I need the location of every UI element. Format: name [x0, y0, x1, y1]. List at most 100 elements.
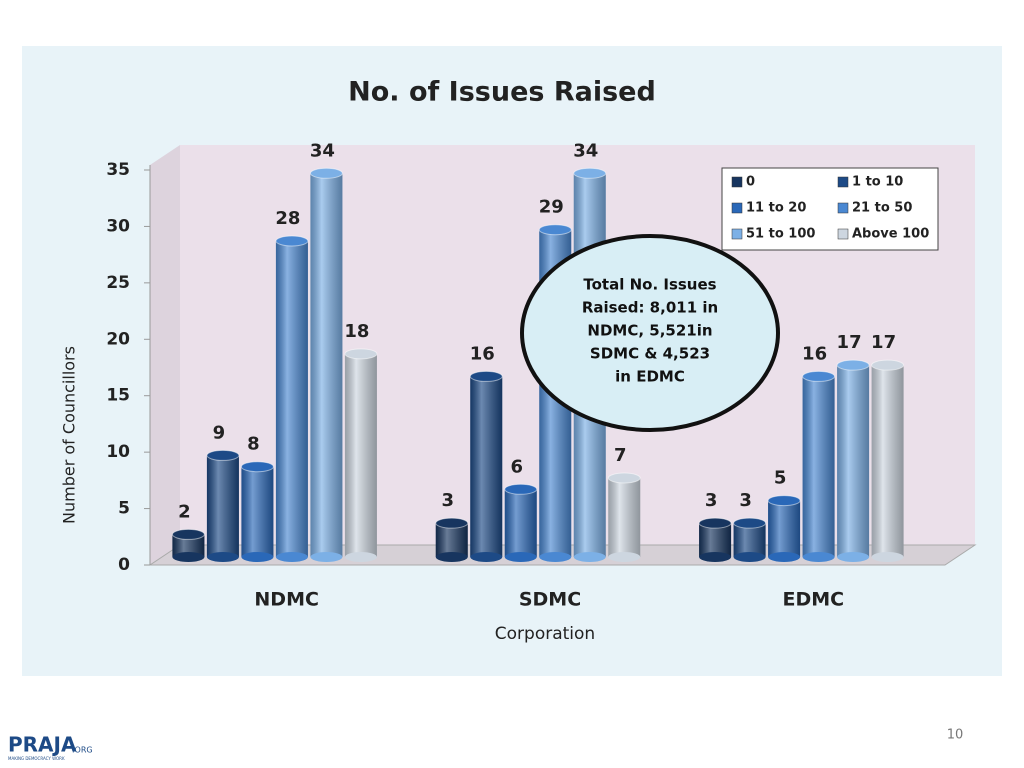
bar-base [241, 552, 274, 562]
y-tick-label: 15 [106, 386, 130, 406]
value-label: 17 [871, 332, 896, 353]
bar-top [573, 167, 607, 179]
annotation-text: in EDMC [615, 368, 685, 386]
annotation-bubble [520, 234, 780, 432]
value-label: 3 [441, 490, 454, 511]
x-axis-label: Corporation [495, 624, 595, 644]
bar-base [344, 552, 377, 562]
bar-base [733, 552, 766, 562]
value-label: 9 [213, 422, 226, 443]
value-label: 3 [739, 490, 752, 511]
page-number: 10 [947, 728, 964, 743]
legend-swatch [731, 176, 743, 188]
value-label: 17 [837, 332, 862, 353]
bar-shade [344, 353, 377, 557]
logo: PRAJA [8, 733, 77, 757]
bar-base [573, 552, 606, 562]
value-label: 2 [178, 501, 191, 522]
y-tick-label: 0 [118, 555, 130, 575]
bar-base [608, 552, 641, 562]
value-label: 28 [275, 208, 300, 229]
chart-title: No. of Issues Raised [348, 77, 656, 108]
legend-label: 0 [746, 175, 755, 190]
logo-suffix: .ORG [72, 746, 93, 755]
legend-label: 1 to 10 [852, 175, 903, 190]
bar-shade [608, 478, 641, 557]
bar-shade [275, 241, 308, 557]
logo-tagline: MAKING DEMOCRACY WORK [8, 756, 65, 761]
y-axis-label: Number of Councillors [60, 346, 79, 524]
bar-top [309, 167, 343, 179]
bar-base [837, 552, 870, 562]
bar-base [172, 552, 205, 562]
legend-swatch [837, 228, 849, 240]
bar-shade [206, 455, 239, 557]
y-tick-label: 25 [106, 273, 130, 293]
side-wall [150, 145, 180, 565]
bar-shade [733, 523, 766, 557]
bar-shade [310, 173, 343, 558]
bar-base [871, 552, 904, 562]
bar-top [469, 370, 503, 382]
x-tick-label: NDMC [254, 589, 319, 611]
bar-shade [435, 523, 468, 557]
bar-top [171, 528, 205, 540]
bar-base [206, 552, 239, 562]
bar-shade [699, 523, 732, 557]
bar-top [802, 370, 836, 382]
value-label: 6 [510, 456, 523, 477]
annotation-text: NDMC, 5,521in [587, 322, 712, 340]
legend-label: Above 100 [852, 227, 929, 242]
bar-base [768, 552, 801, 562]
value-label: 34 [310, 140, 335, 161]
value-label: 29 [539, 197, 564, 218]
value-label: 3 [705, 490, 718, 511]
bar-top [344, 348, 378, 360]
bar-base [275, 552, 308, 562]
value-label: 16 [802, 343, 827, 364]
bar-top [538, 224, 572, 236]
annotation-text: Total No. Issues [583, 276, 716, 294]
bar-shade [768, 500, 801, 557]
legend [721, 167, 939, 251]
value-label: 34 [573, 140, 598, 161]
legend-label: 11 to 20 [746, 201, 806, 216]
bar-base [504, 552, 537, 562]
bar-base [802, 552, 835, 562]
x-tick-label: EDMC [783, 589, 845, 611]
bar-top [871, 359, 905, 371]
bar-top [836, 359, 870, 371]
bar-top [504, 483, 538, 495]
bar-base [539, 552, 572, 562]
bar-top [435, 517, 469, 529]
annotation-text: Raised: 8,011 in [582, 299, 718, 317]
value-label: 18 [344, 321, 369, 342]
legend-swatch [731, 228, 743, 240]
y-tick-label: 10 [106, 442, 130, 462]
value-label: 16 [470, 343, 495, 364]
bar-top [275, 235, 309, 247]
bar-base [470, 552, 503, 562]
bar-shade [871, 365, 904, 557]
bar-base [435, 552, 468, 562]
bar-shade [470, 376, 503, 557]
legend-swatch [837, 202, 849, 214]
bar-top [767, 495, 801, 507]
bar-top [698, 517, 732, 529]
y-tick-label: 20 [106, 329, 130, 349]
bar-base [699, 552, 732, 562]
bar-base [310, 552, 343, 562]
value-label: 7 [614, 445, 627, 466]
legend-swatch [837, 176, 849, 188]
bar-shade [241, 466, 274, 557]
legend-swatch [731, 202, 743, 214]
bar-shade [172, 534, 205, 557]
bar-top [206, 449, 240, 461]
bar-top [733, 517, 767, 529]
bar-shade [802, 376, 835, 557]
x-tick-label: SDMC [519, 589, 581, 611]
y-tick-label: 5 [118, 499, 130, 519]
bar-top [240, 461, 274, 473]
